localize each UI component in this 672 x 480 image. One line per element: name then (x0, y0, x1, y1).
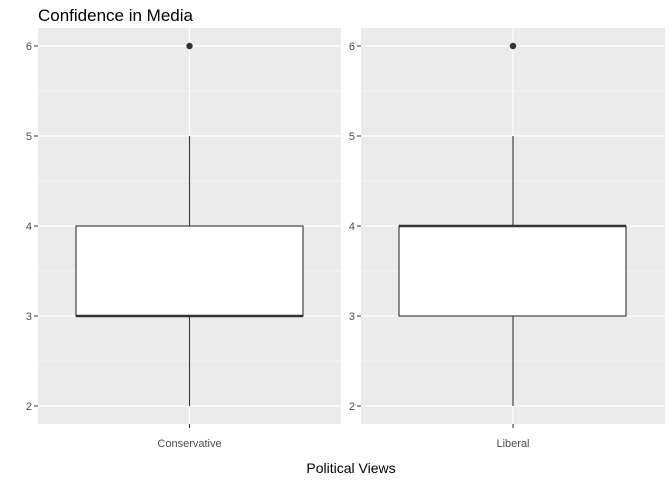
chart-title: Confidence in Media (38, 6, 194, 25)
x-tick-label: Conservative (157, 438, 221, 450)
facet-panels: 2 3 4 5 6 Conservative 2 3 4 5 6 Liberal (26, 28, 665, 450)
y-tick-label: 2 (349, 401, 355, 413)
y-tick-label: 6 (349, 41, 355, 53)
y-tick-label: 5 (26, 131, 32, 143)
y-tick-label: 3 (26, 311, 32, 323)
y-tick-label: 2 (26, 401, 32, 413)
facet-panel-liberal: 2 3 4 5 6 Liberal (349, 28, 665, 450)
outlier-point (186, 42, 193, 50)
outlier-point (509, 42, 517, 50)
y-tick-label: 6 (26, 41, 32, 53)
x-tick-label: Liberal (496, 438, 529, 450)
x-axis-label: Political Views (306, 460, 395, 476)
box-iqr (75, 225, 304, 317)
y-tick-label: 3 (349, 311, 355, 323)
y-tick-label: 5 (349, 131, 355, 143)
y-tick-label: 4 (349, 221, 355, 233)
facet-panel-conservative: 2 3 4 5 6 Conservative (26, 28, 341, 450)
y-tick-label: 4 (26, 221, 32, 233)
box-iqr (398, 225, 627, 317)
